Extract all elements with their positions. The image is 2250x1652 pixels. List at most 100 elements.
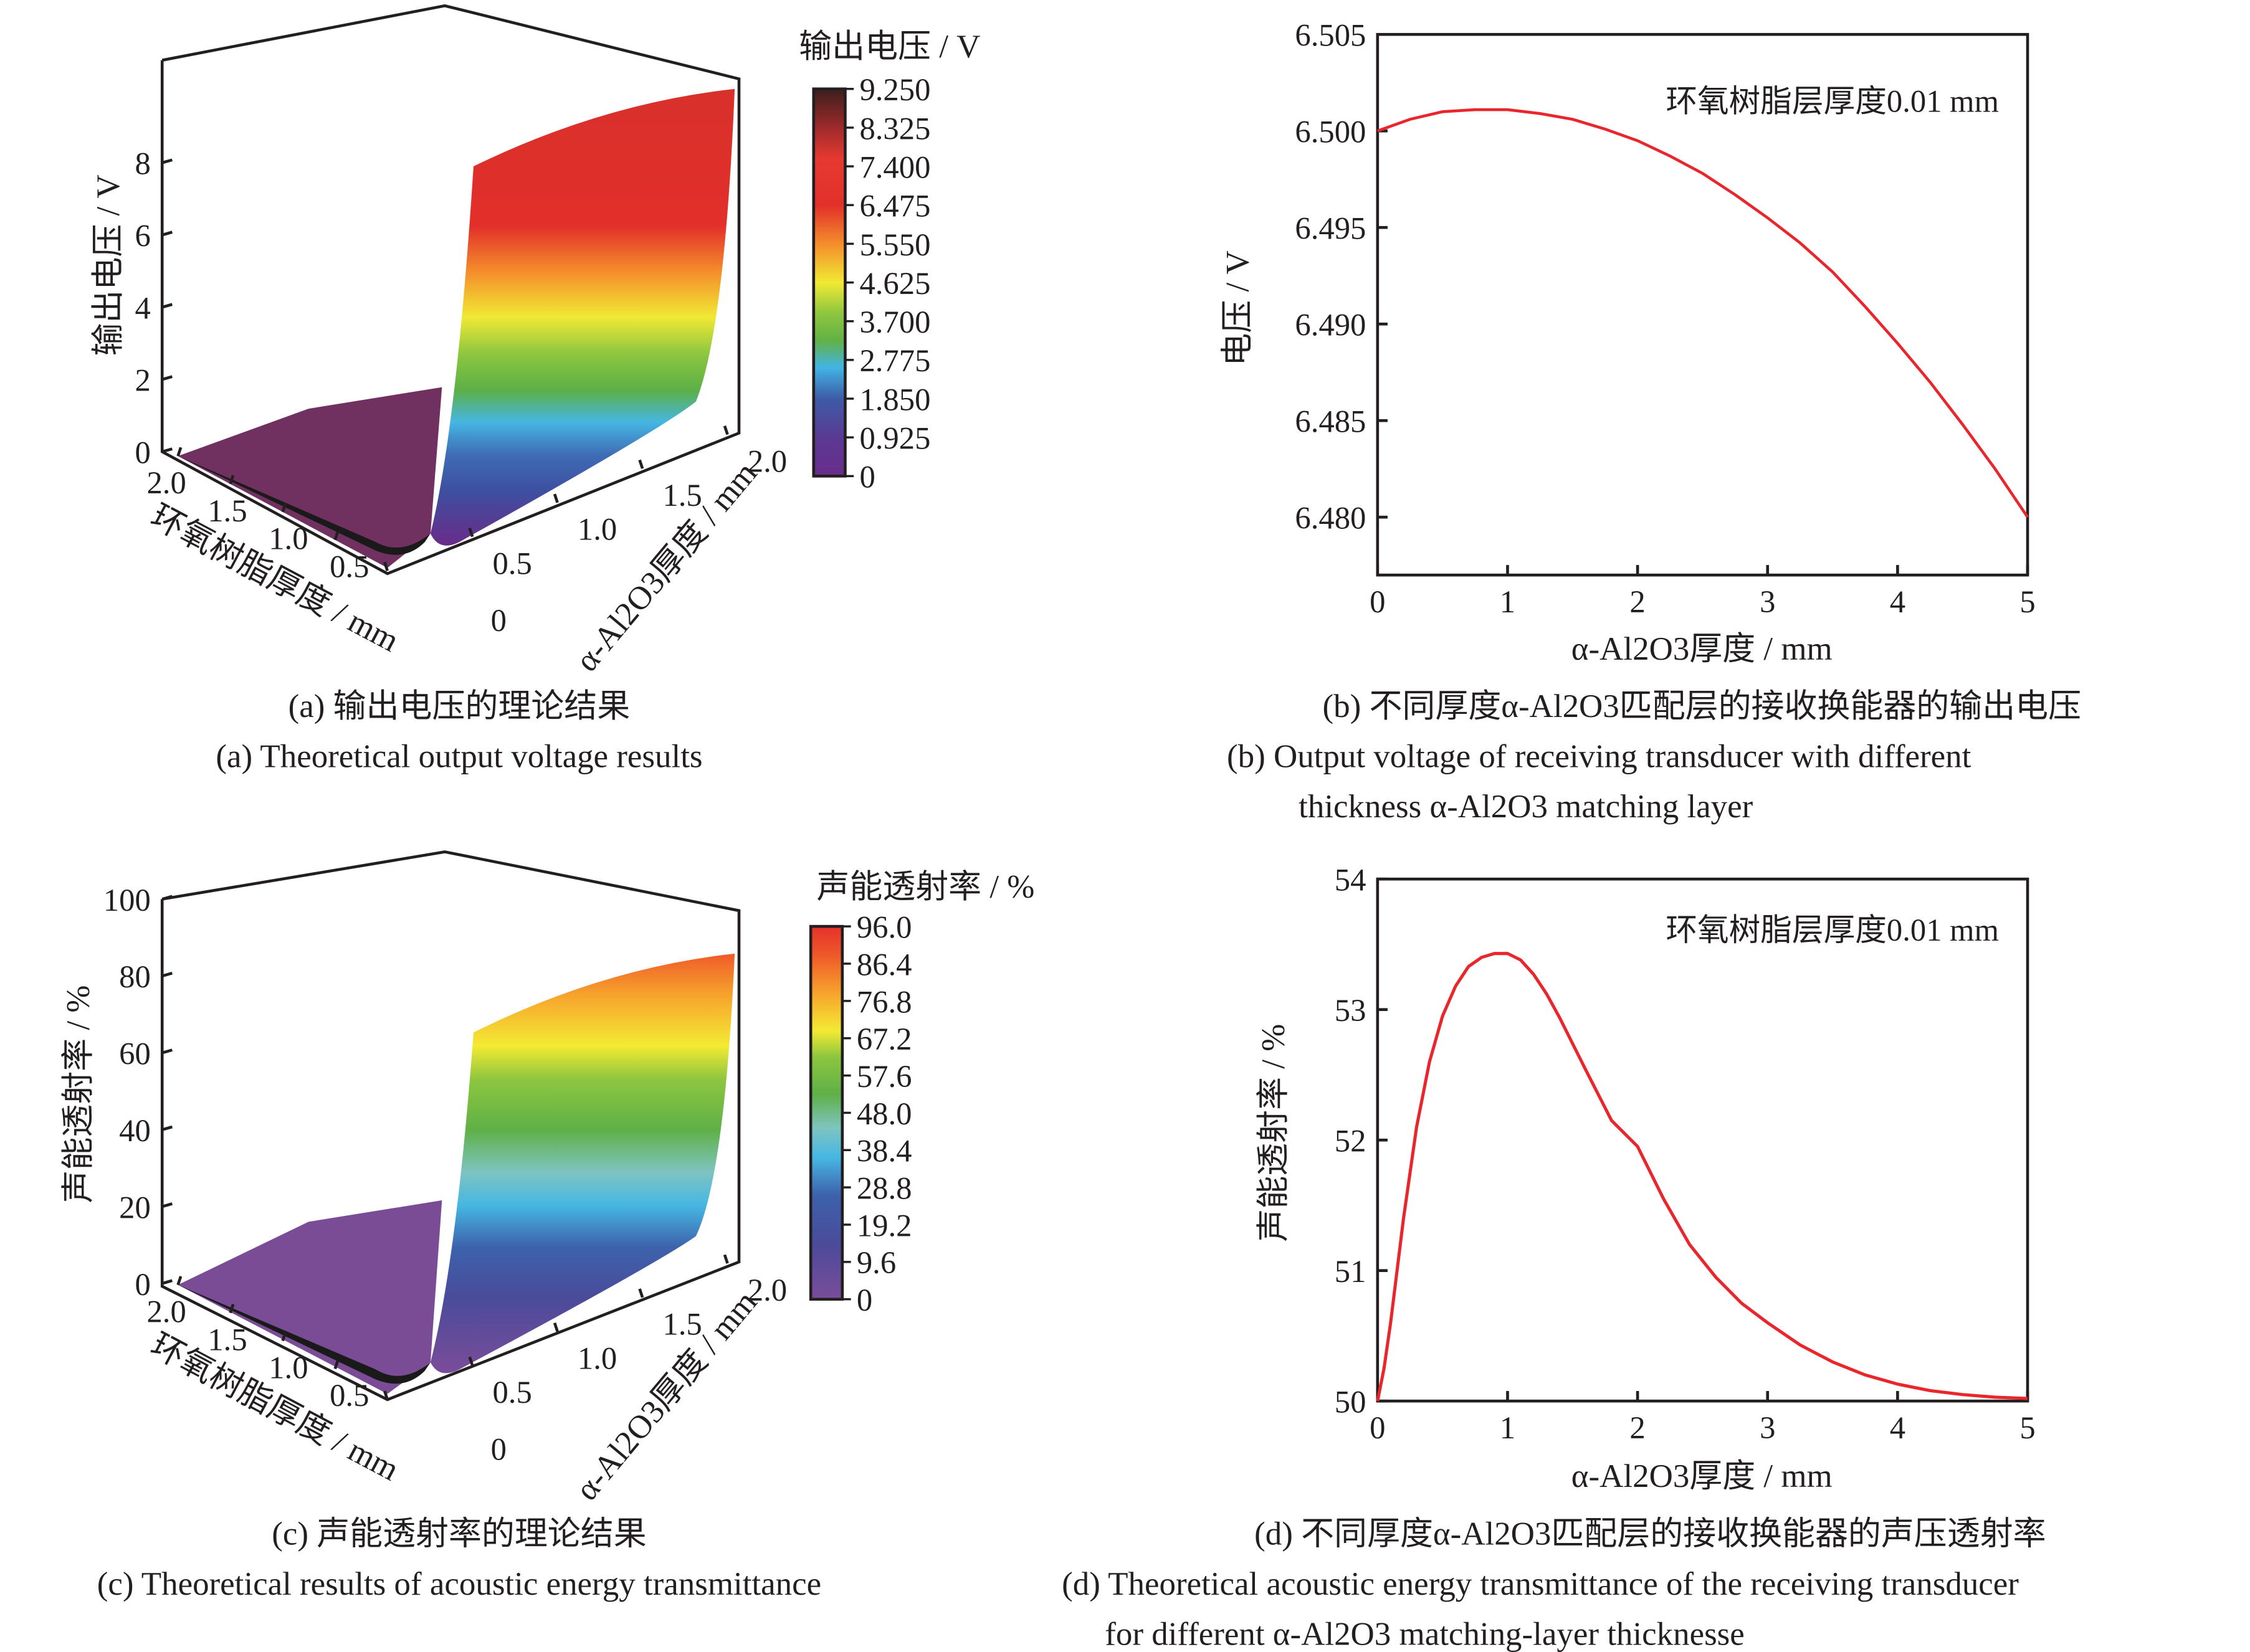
y-tick-label: 52 — [1335, 1124, 1366, 1159]
colorbar-tick-label: 19.2 — [857, 1208, 912, 1243]
colorbar-a — [812, 87, 847, 478]
colorbar-tick-label: 5.550 — [859, 227, 930, 262]
annotation-d: 环氧树脂层厚度0.01 mm — [1666, 913, 1999, 947]
colorbar-tick-label: 3.700 — [859, 305, 930, 339]
y-tick-label: 0 — [491, 1432, 507, 1467]
y-tick-label: 6.490 — [1295, 308, 1366, 343]
colorbar-tick-label: 4.625 — [859, 266, 930, 301]
y-tick-mark — [383, 561, 389, 571]
y-tick-label: 6.505 — [1295, 18, 1366, 53]
z-tick-mark — [161, 1279, 173, 1285]
z-tick-label: 8 — [135, 146, 150, 181]
x-tick-label: 2.0 — [146, 1294, 186, 1329]
annotation-b: 环氧树脂层厚度0.01 mm — [1666, 84, 1999, 119]
x-tick-label: 0 — [1370, 1410, 1385, 1445]
x-tick-mark — [281, 1331, 287, 1342]
z-tick-mark — [161, 303, 173, 309]
colorbar-tick-label: 8.325 — [859, 111, 930, 146]
colorbar-tick-label: 9.6 — [857, 1245, 896, 1280]
y-tick-label: 6.500 — [1295, 115, 1366, 150]
z-tick-label: 0 — [135, 1267, 150, 1302]
colorbar-title-a: 输出电压 / V — [799, 29, 980, 65]
y-tick-label: 1.5 — [662, 478, 702, 513]
y-tick-label: 6.480 — [1295, 501, 1366, 536]
y-tick-mark — [468, 1356, 474, 1366]
y-tick-label: 50 — [1335, 1385, 1366, 1420]
y-tick-label: 1.0 — [578, 1341, 617, 1375]
z-tick-label: 0 — [135, 435, 150, 470]
voltage-curve — [1377, 108, 2029, 518]
y-tick-label: 1.0 — [578, 512, 617, 547]
colorbar-tick-label: 9.250 — [859, 72, 930, 107]
y-tick-mark — [468, 528, 474, 538]
plot-frame-d — [1376, 877, 2029, 1403]
y-tick-mark — [638, 1288, 644, 1298]
z-axis-label-a: 输出电压 / V — [90, 174, 126, 356]
x-tick-mark — [176, 447, 183, 457]
caption-d-cn: (d) 不同厚度α-Al2O3匹配层的接收换能器的声压透射率 — [1254, 1516, 2046, 1552]
z-tick-label: 20 — [119, 1190, 151, 1225]
x-tick-label: 1.0 — [269, 1350, 308, 1385]
plot-frame-b — [1376, 32, 2029, 577]
z-tick-label: 4 — [135, 291, 150, 326]
z-tick-mark — [161, 895, 173, 901]
x-tick-label: 4 — [1890, 584, 1905, 619]
caption-b-en-1: (b) Output voltage of receiving transduc… — [1227, 739, 1971, 775]
colorbar-tick-label: 96.0 — [857, 910, 912, 945]
colorbar-tick-label: 0 — [859, 460, 875, 495]
x-tick-mark — [176, 1276, 183, 1286]
y-tick-mark — [723, 425, 729, 435]
z-tick-mark — [161, 375, 173, 381]
x-axis-label-b: α-Al2O3厚度 / mm — [1571, 631, 1833, 667]
y-tick-label: 6.495 — [1295, 211, 1366, 246]
colorbar-tick-label: 48.0 — [857, 1096, 912, 1131]
floor-surface-a — [178, 387, 442, 568]
caption-b-cn: (b) 不同厚度α-Al2O3匹配层的接收换能器的输出电压 — [1323, 688, 2082, 724]
y-tick-label: 0 — [491, 603, 507, 638]
y-tick-label: 0.5 — [492, 546, 532, 581]
y-tick-mark — [383, 1390, 389, 1400]
box-frame-c — [160, 850, 741, 1402]
y-axis-label-d: 声能透射率 / % — [1256, 1024, 1292, 1242]
z-tick-mark — [161, 1125, 173, 1131]
caption-a-en: (a) Theoretical output voltage results — [216, 739, 702, 775]
x-tick-mark — [333, 531, 340, 541]
caption-d-en-1: (d) Theoretical acoustic energy transmit… — [1062, 1566, 2019, 1602]
z-tick-label: 80 — [119, 959, 151, 994]
z-tick-label: 60 — [119, 1037, 151, 1071]
z-axis-label-c: 声能透射率 / % — [60, 985, 97, 1203]
colorbar-tick-label: 0.925 — [859, 421, 930, 456]
y-tick-label: 53 — [1335, 993, 1366, 1028]
y-tick-mark — [553, 1322, 559, 1332]
x-tick-label: 2 — [1629, 1410, 1645, 1445]
colorbar-tick-label: 2.775 — [859, 343, 930, 378]
caption-a-cn: (a) 输出电压的理论结果 — [288, 688, 631, 724]
colorbar-tick-label: 6.475 — [859, 189, 930, 224]
colorbar-tick-label: 86.4 — [857, 947, 912, 982]
z-tick-label: 40 — [119, 1113, 151, 1148]
caption-c-cn: (c) 声能透射率的理论结果 — [272, 1516, 646, 1552]
colorbar-tick-label: 7.400 — [859, 150, 930, 184]
colorbar-tick-label: 0 — [857, 1283, 872, 1317]
z-tick-mark — [161, 1048, 173, 1055]
x-tick-label: 1.5 — [207, 493, 247, 528]
y-tick-mark — [638, 459, 644, 469]
z-tick-mark — [161, 1202, 173, 1208]
y-tick-mark — [723, 1254, 729, 1264]
colorbar-tick-label: 28.8 — [857, 1171, 912, 1206]
z-tick-mark — [161, 158, 173, 164]
colorbar-tick-label: 1.850 — [859, 382, 930, 417]
y-tick-label: 2.0 — [748, 1273, 787, 1308]
x-tick-label: 1.5 — [207, 1322, 247, 1357]
colorbar-tick-label: 57.6 — [857, 1059, 912, 1094]
z-tick-label: 2 — [135, 363, 150, 398]
x-tick-label: 0 — [1370, 584, 1385, 619]
y-tick-label: 2.0 — [748, 444, 787, 478]
z-tick-mark — [161, 447, 173, 453]
x-axis-label-d: α-Al2O3厚度 / mm — [1571, 1458, 1833, 1494]
caption-d-en-2: for different α-Al2O3 matching-layer thi… — [1105, 1616, 1745, 1652]
y-axis-label-b: 电压 / V — [1220, 250, 1256, 366]
